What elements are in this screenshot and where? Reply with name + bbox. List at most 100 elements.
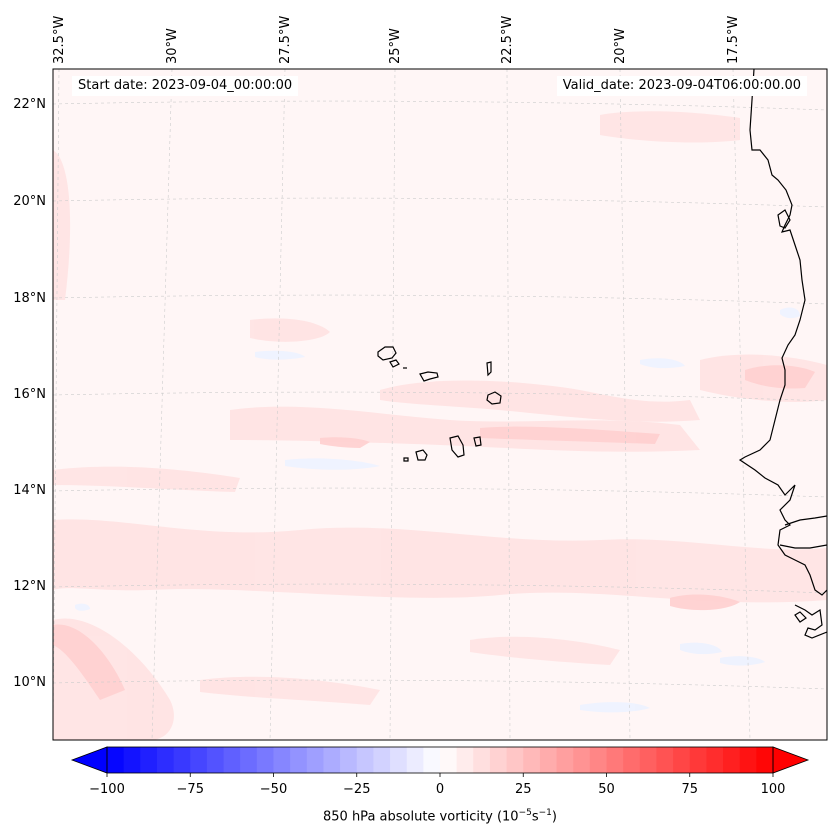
lat-label-18n: 18°N xyxy=(13,291,46,306)
colorbar-segment xyxy=(440,747,458,773)
colorbar-segment xyxy=(423,747,441,773)
colorbar-title-exponent-1: −5 xyxy=(518,808,532,818)
colorbar-segment xyxy=(539,747,558,773)
colorbar-segment xyxy=(206,747,225,773)
island-santo-antao xyxy=(377,346,397,361)
colorbar-tick-label: 25 xyxy=(514,782,532,797)
colorbar-segment xyxy=(523,747,541,773)
island-sao-nicolau xyxy=(419,371,439,382)
colorbar-segment xyxy=(390,747,408,773)
meridian-20w xyxy=(619,69,631,740)
island-sal xyxy=(486,361,492,377)
meridian-25w xyxy=(389,69,396,740)
island-maio xyxy=(473,436,482,447)
parallel-18n xyxy=(53,294,827,305)
colorbar-segment xyxy=(356,747,374,773)
colorbar-segment xyxy=(739,747,757,773)
lon-label-22-5w: 22.5°W xyxy=(500,15,515,64)
colorbar-segment xyxy=(456,747,474,773)
lat-label-14n: 14°N xyxy=(13,483,46,498)
colorbar-segment xyxy=(273,747,291,773)
colorbar-segment xyxy=(290,747,308,773)
negative-vorticity-patches xyxy=(75,307,800,713)
lat-label-20n: 20°N xyxy=(13,194,46,209)
lat-label-22n: 22°N xyxy=(13,97,46,112)
colorbar xyxy=(70,746,810,777)
colorbar-segment xyxy=(123,747,141,773)
lon-label-30w: 30°W xyxy=(165,28,180,64)
lat-label-16n: 16°N xyxy=(13,387,46,402)
colorbar-segment xyxy=(606,747,624,773)
colorbar-segment xyxy=(489,747,508,773)
start-date-annotation: Start date: 2023-09-04_00:00:00 xyxy=(72,76,299,96)
colorbar-segment xyxy=(473,747,491,773)
map-frame xyxy=(52,68,828,741)
colorbar-segment xyxy=(656,747,674,773)
colorbar-segment xyxy=(156,747,175,773)
coastline xyxy=(738,69,827,639)
colorbar-tick-label: −100 xyxy=(89,782,125,797)
colorbar-segment xyxy=(223,747,241,773)
colorbar-tick-label: −50 xyxy=(259,782,288,797)
colorbar-segment xyxy=(173,747,191,773)
parallel-10n xyxy=(53,679,827,690)
colorbar-tick-label: −25 xyxy=(343,782,371,797)
island-sao-vicente xyxy=(389,359,400,368)
lat-label-10n: 10°N xyxy=(13,675,46,690)
island-fogo xyxy=(415,449,428,461)
colorbar-segment xyxy=(240,747,258,773)
colorbar-segment xyxy=(373,747,391,773)
colorbar-segment xyxy=(573,747,591,773)
parallel-14n xyxy=(53,487,827,498)
lat-label-12n: 12°N xyxy=(13,579,46,594)
island-boa-vista xyxy=(486,391,502,405)
parallel-12n xyxy=(53,583,827,594)
meridian-22-5w xyxy=(506,69,511,740)
colorbar-tick-label: −75 xyxy=(176,782,204,797)
colorbar-tick-label: 100 xyxy=(760,782,786,797)
parallel-22n xyxy=(53,100,827,111)
colorbar-segment xyxy=(140,747,158,773)
island-santiago xyxy=(449,435,465,458)
colorbar-segment xyxy=(673,747,691,773)
colorbar-segment xyxy=(107,747,125,773)
colorbar-segment xyxy=(689,747,707,773)
colorbar-title-end: ) xyxy=(551,809,557,825)
colorbar-segment xyxy=(723,747,741,773)
colorbar-segment xyxy=(556,747,574,773)
graticule xyxy=(53,69,827,740)
parallel-16n xyxy=(53,391,827,402)
colorbar-segment xyxy=(306,747,324,773)
colorbar-max-extend-arrow xyxy=(772,746,810,774)
colorbar-min-extend-arrow xyxy=(70,746,108,774)
african-coastline xyxy=(738,69,827,596)
meridian-17-5w xyxy=(732,69,751,740)
coast-senegal-south xyxy=(779,544,827,549)
coast-gambia-estuary xyxy=(784,515,827,526)
colorbar-title-mid: s xyxy=(531,809,539,825)
meridian-30w xyxy=(151,69,173,740)
colorbar-tick-label: 50 xyxy=(598,782,615,797)
stronger-positive-vorticity-patches xyxy=(53,365,815,700)
coast-northern-islands xyxy=(777,209,791,229)
lon-label-17-5w: 17.5°W xyxy=(726,15,741,64)
colorbar-segment xyxy=(506,747,524,773)
colorbar-segment xyxy=(589,747,607,773)
coast-guinea-bissau xyxy=(794,604,827,639)
lon-label-32-5w: 32.5°W xyxy=(52,15,67,64)
coast-bijagos xyxy=(794,611,807,623)
colorbar-tick-label: 0 xyxy=(435,782,445,797)
colorbar-title-main: 850 hPa absolute vorticity (10 xyxy=(323,809,519,825)
colorbar-segment xyxy=(323,747,341,773)
colorbar-segment xyxy=(190,747,208,773)
lon-label-20w: 20°W xyxy=(613,28,628,64)
colorbar-segment xyxy=(756,747,774,773)
colorbar-segment xyxy=(256,747,274,773)
cape-verde-islands xyxy=(377,346,502,462)
valid-date-annotation: Valid_date: 2023-09-04T06:00:00.00 xyxy=(556,76,807,96)
parallel-20n xyxy=(53,197,827,208)
meridian-27-5w xyxy=(269,69,286,740)
colorbar-segment xyxy=(406,747,424,773)
